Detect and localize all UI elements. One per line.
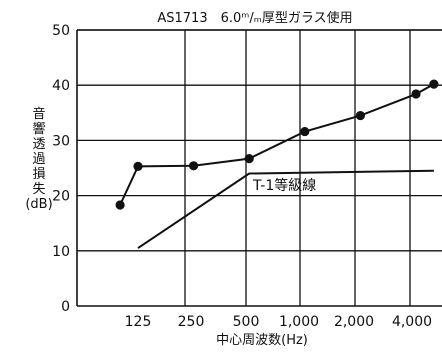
y-axis-label-part-3: 過	[32, 152, 45, 167]
y-tick-label-20: 20	[52, 189, 70, 205]
grid-lines	[77, 29, 442, 306]
x-tick-labels: 125 250 500 1,000 2,000 4,000	[125, 314, 432, 330]
x-tick-label-2: 500	[233, 314, 260, 330]
measured-point-6	[411, 89, 421, 99]
series-lines	[119, 83, 435, 249]
y-tick-label-40: 40	[52, 78, 70, 94]
chart-title: AS1713 6.0ᵐ/ₘ厚型ガラス使用	[157, 10, 352, 26]
data-points	[115, 79, 439, 210]
y-axis-label-part-0: 音	[32, 106, 45, 122]
measured-point-2	[189, 161, 199, 171]
x-tick-label-1: 250	[178, 314, 205, 330]
axes	[76, 29, 442, 307]
measured-line	[119, 83, 435, 206]
y-tick-label-0: 0	[61, 299, 70, 315]
y-tick-label-10: 10	[52, 244, 70, 260]
reference-line	[137, 169, 434, 249]
measured-point-5	[355, 110, 365, 121]
x-tick-label-3: 1,000	[279, 314, 319, 330]
measured-point-7	[429, 79, 439, 89]
y-axis-label-part-5: 失	[32, 182, 45, 197]
x-tick-label-4: 2,000	[334, 314, 374, 330]
measured-point-4	[300, 126, 310, 137]
measured-point-0	[115, 200, 125, 210]
y-axis-label-part-6: (dB)	[25, 197, 52, 212]
y-axis-label-part-4: 損	[32, 167, 45, 182]
y-tick-label-30: 30	[52, 133, 70, 149]
y-tick-labels: 0 10 20 30 40 50	[52, 23, 70, 315]
x-tick-label-0: 125	[125, 314, 152, 330]
x-tick-label-5: 4,000	[392, 314, 432, 330]
measured-point-3	[244, 154, 254, 164]
y-axis-label-part-1: 響	[32, 121, 45, 137]
measured-point-1	[133, 161, 143, 171]
x-axis-label: 中心周波数(Hz)	[216, 333, 308, 348]
y-tick-label-50: 50	[52, 23, 70, 39]
annotations: T-1等級線	[252, 177, 316, 194]
y-axis-label-part-2: 透	[32, 137, 45, 152]
annotation-0: T-1等級線	[252, 177, 316, 194]
